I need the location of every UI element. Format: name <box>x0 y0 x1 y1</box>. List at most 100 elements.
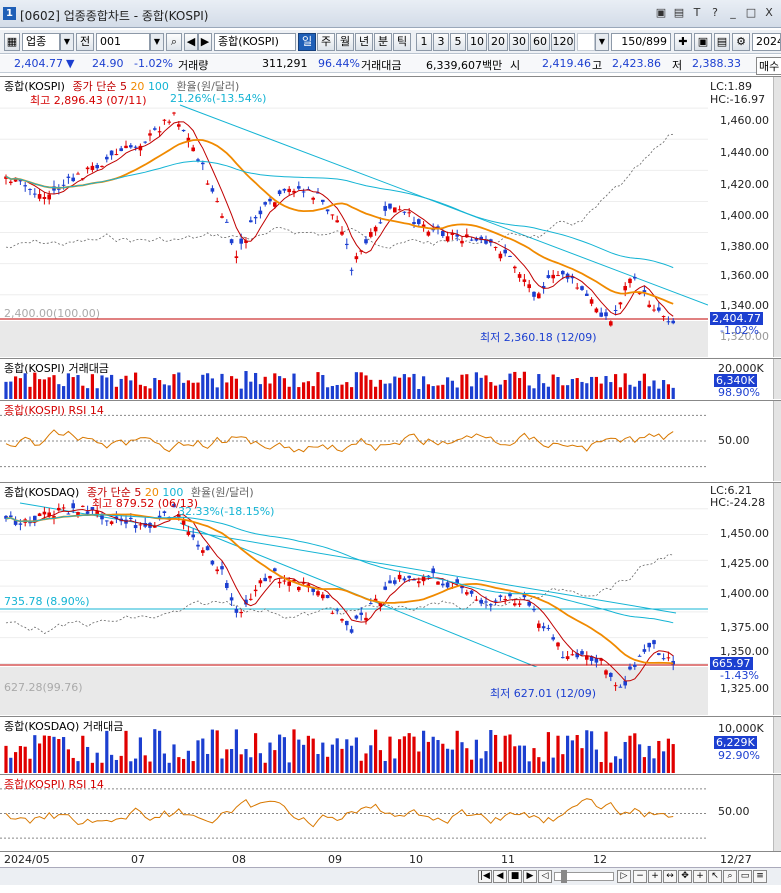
first-icon[interactable]: |◀ <box>478 870 492 883</box>
tab-yearly[interactable]: 년 <box>355 33 373 51</box>
kospi-title: 종합(KOSPI) <box>4 80 65 93</box>
candle-body <box>47 194 51 200</box>
prev-icon[interactable]: ◀ <box>184 33 198 51</box>
volume-bar <box>498 384 502 399</box>
all-button[interactable]: 전 <box>76 33 94 51</box>
magnify-icon[interactable]: ⌕ <box>723 870 737 883</box>
buy-button[interactable]: 매수 <box>756 57 781 75</box>
kospi-volume-plot[interactable] <box>0 359 708 399</box>
volume-pane-scrollbar[interactable] <box>773 717 781 773</box>
candle-body <box>393 207 397 213</box>
candle-body <box>609 672 613 677</box>
kospi-rsi-plot[interactable] <box>0 401 708 481</box>
print-icon[interactable]: ▭ <box>738 870 752 883</box>
candle-body <box>114 516 119 519</box>
interval-20[interactable]: 20 <box>488 33 508 51</box>
kosdaq-rsi-plot[interactable] <box>0 775 708 852</box>
candle-body <box>4 176 8 179</box>
sector-type-select[interactable]: 업종 <box>22 33 60 51</box>
candle-body <box>383 205 387 211</box>
kospi-base-annotation: 2,400.00(100.00) <box>4 307 101 320</box>
volume-pane-scrollbar[interactable] <box>773 359 781 399</box>
tab-tick[interactable]: 틱 <box>393 33 411 51</box>
minimize-icon[interactable]: _ <box>730 6 736 19</box>
tab-monthly[interactable]: 월 <box>336 33 354 51</box>
help-icon[interactable]: ? <box>712 6 718 19</box>
chart-type-icon[interactable]: ▦ <box>4 33 20 51</box>
volume-y-tick: 20,000K <box>718 362 764 375</box>
zoom-out-icon[interactable]: − <box>633 870 647 883</box>
y-tick: 1,440.00 <box>720 146 769 159</box>
volume-bar <box>455 387 459 399</box>
menu-icon[interactable]: ≡ <box>753 870 767 883</box>
date-field[interactable]: 2024 <box>752 33 781 51</box>
next-icon[interactable]: ▶ <box>198 33 212 51</box>
rsi-pane-scrollbar[interactable] <box>773 401 781 481</box>
close-icon[interactable]: X <box>765 6 773 19</box>
volume-bar <box>119 755 123 773</box>
zoom-in-icon[interactable]: + <box>648 870 662 883</box>
fit-icon[interactable]: ↔ <box>663 870 677 883</box>
maximize-icon[interactable]: □ <box>745 6 757 19</box>
indicator-icon[interactable]: ✚ <box>674 33 692 51</box>
volume-bar <box>446 377 450 399</box>
interval-30[interactable]: 30 <box>509 33 529 51</box>
interval-custom-input[interactable] <box>577 33 595 51</box>
tab-minute[interactable]: 분 <box>374 33 392 51</box>
volume-bar <box>383 383 387 399</box>
candle-body <box>585 293 589 296</box>
candle-body <box>201 550 205 553</box>
scroll-left-icon[interactable]: ◁ <box>538 870 552 883</box>
code-input[interactable]: 001 <box>96 33 150 51</box>
volume-bar <box>402 374 406 399</box>
interval-120[interactable]: 120 <box>551 33 575 51</box>
ma5-line <box>5 121 674 317</box>
kosdaq-pane-scrollbar[interactable] <box>773 483 781 715</box>
interval-3[interactable]: 3 <box>433 33 449 51</box>
play-back-icon[interactable]: ◀ <box>493 870 507 883</box>
list-icon[interactable]: ▤ <box>673 6 685 19</box>
text-icon[interactable]: T <box>693 6 701 19</box>
volume-bar <box>167 762 171 773</box>
interval-1[interactable]: 1 <box>416 33 432 51</box>
interval-60[interactable]: 60 <box>530 33 550 51</box>
scroll-right-icon[interactable]: ▷ <box>617 870 631 883</box>
tab-daily[interactable]: 일 <box>298 33 316 51</box>
interval-dropdown-icon[interactable]: ▼ <box>595 33 609 51</box>
sector-type-dropdown-icon[interactable]: ▼ <box>60 33 74 51</box>
volume-bar <box>220 373 224 399</box>
gear-icon[interactable]: ⚙ <box>732 33 750 51</box>
crosshair-icon[interactable]: + <box>693 870 707 883</box>
kosdaq-price-plot[interactable] <box>0 483 708 715</box>
zoom-slider[interactable] <box>554 870 614 883</box>
volume-bar <box>330 386 334 399</box>
y-tick: 1,450.00 <box>720 527 769 540</box>
candle-body <box>234 256 239 259</box>
interval-5[interactable]: 5 <box>450 33 466 51</box>
kospi-price-plot[interactable] <box>0 77 708 357</box>
volume-bar <box>359 372 363 399</box>
volume-bar <box>230 376 234 399</box>
interval-10[interactable]: 10 <box>467 33 487 51</box>
kospi-pane-scrollbar[interactable] <box>773 77 781 357</box>
stop-icon[interactable]: ■ <box>508 870 522 883</box>
y-tick: 1,425.00 <box>720 557 769 570</box>
data-count-field[interactable]: 150/899 <box>611 33 671 51</box>
rsi-pane-scrollbar[interactable] <box>773 775 781 852</box>
kosdaq-rsi-pane: 종합(KOSPI) RSI 14 50.00 <box>0 774 781 852</box>
kosdaq-volume-plot[interactable] <box>0 717 708 773</box>
candle-body <box>138 145 143 151</box>
layout-icon[interactable]: ▣ <box>655 6 667 19</box>
code-dropdown-icon[interactable]: ▼ <box>150 33 164 51</box>
play-icon[interactable]: ▶ <box>523 870 537 883</box>
volume-bar <box>374 729 378 773</box>
candle-body <box>373 226 378 232</box>
search-icon[interactable]: ⌕ <box>166 33 182 51</box>
pointer-icon[interactable]: ↖ <box>708 870 722 883</box>
pan-icon[interactable]: ✥ <box>678 870 692 883</box>
tab-weekly[interactable]: 주 <box>317 33 335 51</box>
volume-bar <box>4 745 8 773</box>
zoom-slider-handle[interactable] <box>561 870 567 883</box>
save-icon[interactable]: ▤ <box>714 33 730 51</box>
tool-icon[interactable]: ▣ <box>694 33 712 51</box>
